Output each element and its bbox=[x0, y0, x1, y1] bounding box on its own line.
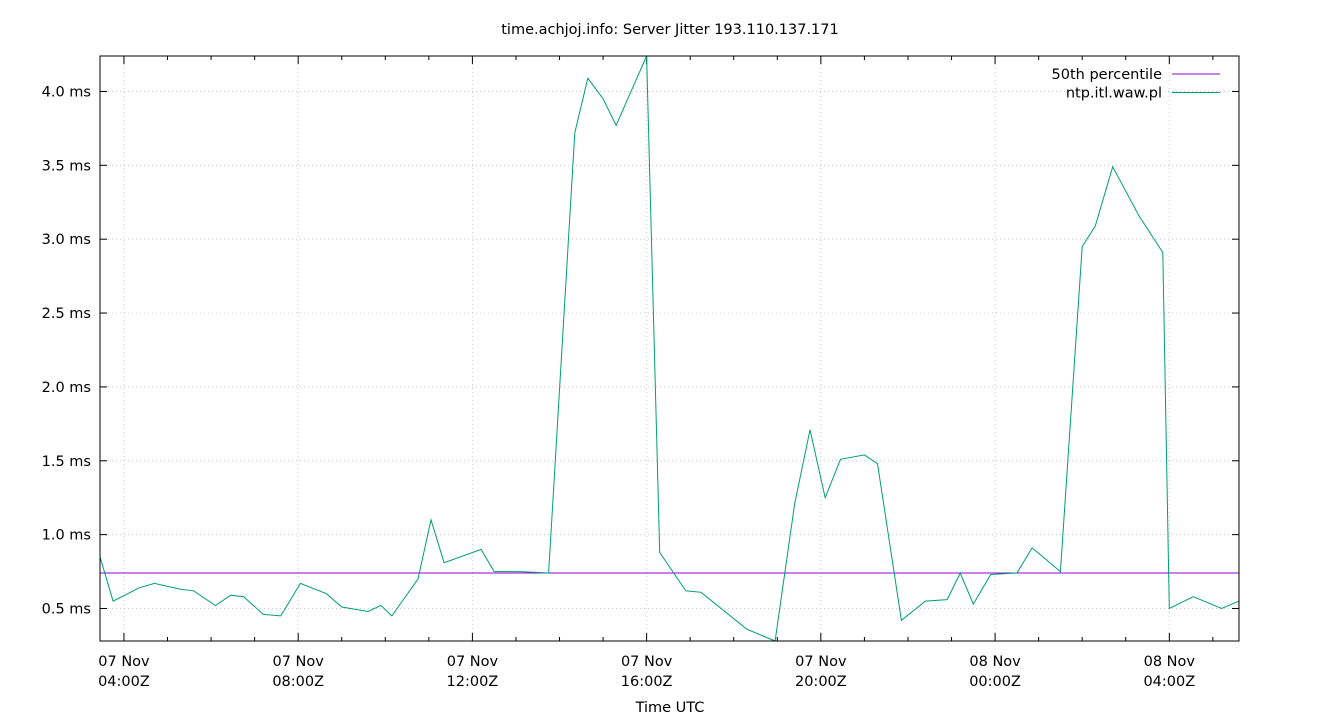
x-axis: 07 Nov 04:00Z 07 Nov 08:00Z 07 Nov 12:00Z 07 N… bbox=[98, 56, 1214, 690]
y-tick-label: 1.0 ms bbox=[42, 528, 91, 544]
y-axis: 0.5 ms 1.0 ms 1.5 ms 2.0 ms 2.5 ms 3.0 ms 3.5 … bbox=[42, 84, 1239, 618]
legend: 50th percentile ntp.itl.waw.pl bbox=[1052, 67, 1220, 102]
x-tick-label-time: 12:00Z bbox=[447, 674, 499, 690]
y-tick-label: 1.5 ms bbox=[42, 454, 91, 470]
y-tick-label: 3.5 ms bbox=[42, 158, 91, 174]
x-tick-label-time: 20:00Z bbox=[795, 674, 847, 690]
legend-label: 50th percentile bbox=[1052, 67, 1163, 83]
grid-lines bbox=[100, 56, 1239, 641]
x-tick-label-date: 08 Nov bbox=[969, 654, 1021, 670]
y-tick-label: 0.5 ms bbox=[42, 602, 91, 618]
x-axis-label: Time UTC bbox=[635, 700, 705, 716]
y-tick-label: 2.0 ms bbox=[42, 380, 91, 396]
chart-title: time.achjoj.info: Server Jitter 193.110.… bbox=[501, 22, 839, 38]
legend-label: ntp.itl.waw.pl bbox=[1066, 86, 1162, 102]
y-tick-label: 2.5 ms bbox=[42, 306, 91, 322]
data-series bbox=[99, 55, 1240, 642]
y-tick-label: 4.0 ms bbox=[42, 84, 91, 100]
y-tick-label: 3.0 ms bbox=[42, 232, 91, 248]
x-tick-label-date: 07 Nov bbox=[621, 654, 673, 670]
x-tick-label-date: 07 Nov bbox=[447, 654, 499, 670]
x-tick-label-date: 07 Nov bbox=[795, 654, 847, 670]
x-tick-label-time: 08:00Z bbox=[272, 674, 324, 690]
x-tick-label-date: 07 Nov bbox=[273, 654, 325, 670]
x-tick-label-date: 07 Nov bbox=[98, 654, 150, 670]
x-tick-label-date: 08 Nov bbox=[1144, 654, 1196, 670]
x-tick-label-time: 04:00Z bbox=[98, 674, 150, 690]
plot-frame bbox=[99, 55, 1240, 642]
series-line-1 bbox=[99, 55, 1240, 642]
x-tick-label-time: 00:00Z bbox=[969, 674, 1021, 690]
x-tick-label-time: 04:00Z bbox=[1143, 674, 1195, 690]
x-tick-label-time: 16:00Z bbox=[621, 674, 673, 690]
